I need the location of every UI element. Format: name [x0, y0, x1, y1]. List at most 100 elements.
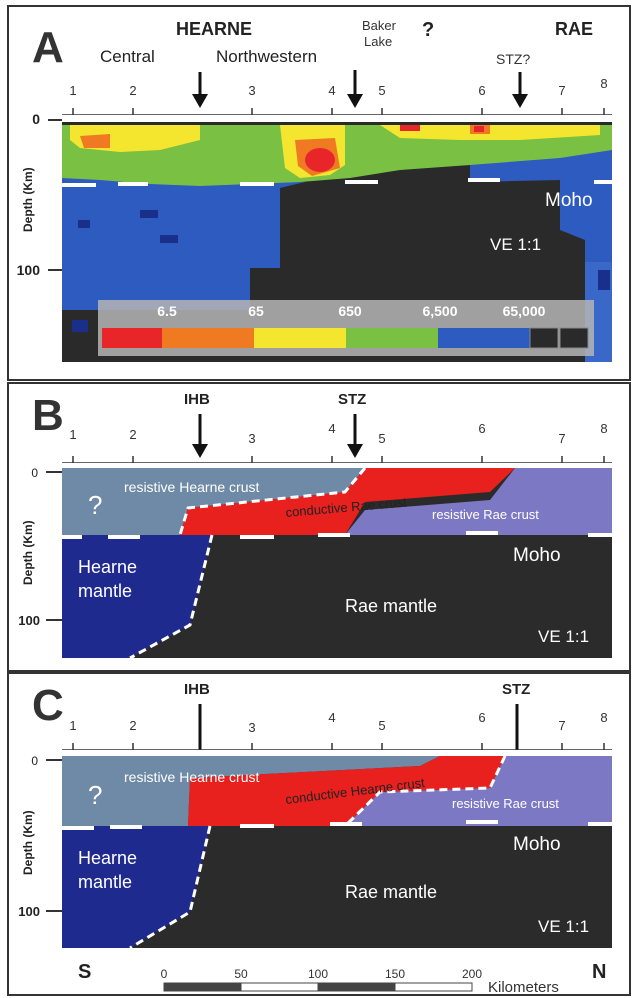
depth-axis-label: Depth (Km)	[21, 167, 35, 232]
northwestern-label: Northwestern	[216, 47, 317, 66]
tick-1: 1	[69, 718, 76, 733]
colorbar-swatch-red	[102, 328, 162, 348]
colorbar-swatch-yellow	[254, 328, 346, 348]
colorbar-value-5: 65,000	[503, 303, 546, 319]
hearne-mantle-label-2: mantle	[78, 581, 132, 601]
depth-axis-label: Depth (Km)	[21, 810, 35, 875]
depth-axis-label: Depth (Km)	[21, 520, 35, 585]
tick-4: 4	[328, 83, 335, 98]
depth-tick-100: 100	[17, 262, 41, 278]
tick-8: 8	[600, 421, 607, 436]
panel-b: B IHB STZ 1 2 3 4 5 6 7 8 0 100	[7, 382, 631, 672]
hearne-mantle-label-2: mantle	[78, 872, 132, 892]
scale-unit: Kilometers	[488, 979, 559, 996]
north-label: N	[592, 961, 606, 983]
hearne-mantle	[62, 826, 210, 948]
arrow-baker-lake	[347, 70, 363, 108]
hearne-mantle	[62, 535, 212, 658]
resistive-rae-crust	[345, 468, 612, 535]
hearne-mantle-label-1: Hearne	[78, 557, 137, 577]
tick-7: 7	[558, 431, 565, 446]
tick-1: 1	[69, 427, 76, 442]
tick-7: 7	[558, 83, 565, 98]
tick-3: 3	[248, 431, 255, 446]
tick-8: 8	[600, 76, 607, 91]
panel-a-letter: A	[32, 23, 64, 72]
moho-label: Moho	[513, 834, 561, 855]
depth-tick-0: 0	[31, 466, 38, 480]
depth-tick-0: 0	[31, 754, 38, 768]
cross-section-c	[62, 750, 612, 950]
tick-5: 5	[378, 431, 385, 446]
resistive-rae-crust	[345, 756, 612, 826]
tick-6: 6	[478, 83, 485, 98]
depth-tick-0: 0	[32, 111, 40, 127]
ve-label: VE 1:1	[490, 235, 541, 254]
arrow-ihb	[192, 414, 208, 458]
tick-4: 4	[328, 710, 335, 725]
tick-6: 6	[478, 421, 485, 436]
tick-4: 4	[328, 421, 335, 436]
question-label: ?	[422, 19, 434, 41]
moho-label: Moho	[545, 190, 593, 211]
resistive-hearne-label: resistive Hearne crust	[124, 769, 259, 785]
stz-label: STZ	[502, 681, 530, 698]
depth-tick-100: 100	[18, 904, 40, 919]
conductive-hearne-crust	[188, 756, 505, 826]
rae-mantle-label: Rae mantle	[345, 596, 437, 616]
ve-label: VE 1:1	[538, 917, 589, 936]
scale-bar: 0 50 100 150 200 Kilometers	[161, 967, 559, 996]
panel-a: A HEARNE Central Northwestern Baker Lake…	[7, 5, 631, 381]
tick-8: 8	[600, 710, 607, 725]
central-label: Central	[100, 47, 155, 66]
tick-7: 7	[558, 718, 565, 733]
panel-c: C IHB STZ 1 2 3 4 5 6 7 8 0 100	[7, 672, 631, 996]
panel-c-letter: C	[32, 681, 64, 730]
depth-tick-100: 100	[18, 613, 40, 628]
ihb-label: IHB	[184, 681, 210, 698]
colorbar-swatch-green	[346, 328, 438, 348]
ihb-label: IHB	[184, 391, 210, 408]
ve-label: VE 1:1	[538, 627, 589, 646]
colorbar-swatch-black-2	[559, 327, 589, 349]
rae-label: RAE	[555, 19, 593, 39]
baker-label-1: Baker	[362, 18, 397, 33]
panel-c-ticks: 1 2 3 4 5 6 7 8	[69, 710, 607, 735]
hearne-mantle-label-1: Hearne	[78, 848, 137, 868]
scale-tick-0: 0	[161, 967, 168, 981]
resistive-rae-label: resistive Rae crust	[432, 507, 539, 522]
south-label: S	[78, 961, 91, 983]
colorbar-value-2: 65	[248, 303, 264, 319]
tick-5: 5	[378, 83, 385, 98]
panel-b-letter: B	[32, 391, 64, 440]
stz-label: STZ?	[496, 51, 530, 67]
tick-6: 6	[478, 710, 485, 725]
colorbar-swatch-black-1	[529, 327, 559, 349]
resistive-hearne-crust	[62, 756, 440, 826]
question-label: ?	[88, 490, 102, 520]
panel-b-ticks: 1 2 3 4 5 6 7 8	[69, 421, 607, 446]
hearne-label: HEARNE	[176, 19, 252, 39]
resistive-hearne-crust	[62, 468, 365, 535]
moho-line	[62, 178, 612, 187]
resistive-hearne-label: resistive Hearne crust	[124, 479, 259, 495]
tick-2: 2	[129, 718, 136, 733]
rae-mantle-label: Rae mantle	[345, 882, 437, 902]
baker-label-2: Lake	[364, 34, 392, 49]
tick-1: 1	[69, 83, 76, 98]
tick-2: 2	[129, 83, 136, 98]
arrow-hearne	[192, 72, 208, 108]
conductive-rae-crust	[180, 468, 515, 535]
stz-label: STZ	[338, 391, 366, 408]
arrow-stz	[347, 414, 363, 458]
colorbar-value-4: 6,500	[422, 303, 457, 319]
arrow-stz	[512, 72, 528, 108]
panel-a-ticks: 1 2 3 4 5 6 7 8	[69, 76, 607, 98]
question-label: ?	[88, 780, 102, 810]
moho-label: Moho	[513, 545, 561, 566]
scale-tick-200: 200	[462, 967, 482, 981]
colorbar-value-3: 650	[338, 303, 362, 319]
color-bar: 6.5 65 650 6,500 65,000	[98, 300, 594, 356]
tick-5: 5	[378, 718, 385, 733]
